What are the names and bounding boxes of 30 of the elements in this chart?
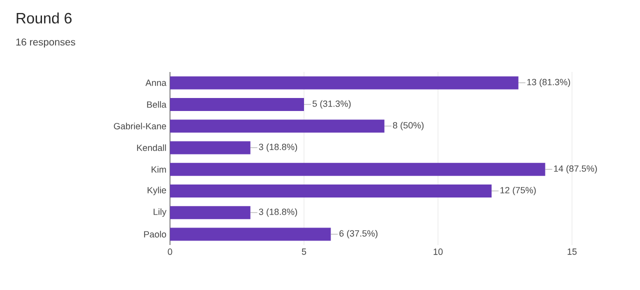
bar xyxy=(170,228,331,241)
data-label: 13 (81.3%) xyxy=(527,78,570,88)
data-label: 8 (50%) xyxy=(392,122,424,130)
y-tick-label: Kylie xyxy=(148,186,166,196)
data-label: 12 (75%) xyxy=(500,186,536,196)
bar xyxy=(170,120,384,133)
text: 16 responses xyxy=(16,38,76,48)
bar xyxy=(170,206,250,220)
data-label: 6 (37.5%) xyxy=(339,230,378,238)
bar xyxy=(170,184,492,198)
y-tick-label: Kim xyxy=(152,166,166,173)
data-label: 14 (87.5%) xyxy=(554,165,597,174)
bar xyxy=(170,162,546,176)
y-tick-label: Bella xyxy=(147,101,166,108)
y-tick-label: Lily xyxy=(154,208,166,217)
y-tick-label: Paolo xyxy=(144,230,166,238)
bar xyxy=(170,76,518,90)
x-tick-label: 10 xyxy=(434,248,443,255)
data-label: 3 (18.8%) xyxy=(258,143,298,152)
bar xyxy=(170,98,304,111)
y-tick-label: Gabriel-Kane xyxy=(114,122,166,130)
x-tick-label: 0 xyxy=(168,248,172,255)
data-label: 3 (18.8%) xyxy=(258,208,298,217)
x-tick-label: 15 xyxy=(568,248,577,255)
data-label: 5 (31.3%) xyxy=(312,100,351,109)
bar xyxy=(170,141,250,154)
x-tick-label: 5 xyxy=(302,248,306,255)
y-tick-label: Anna xyxy=(145,80,166,86)
text: Round 6 xyxy=(16,12,72,24)
y-tick-label: Kendall xyxy=(137,144,166,151)
